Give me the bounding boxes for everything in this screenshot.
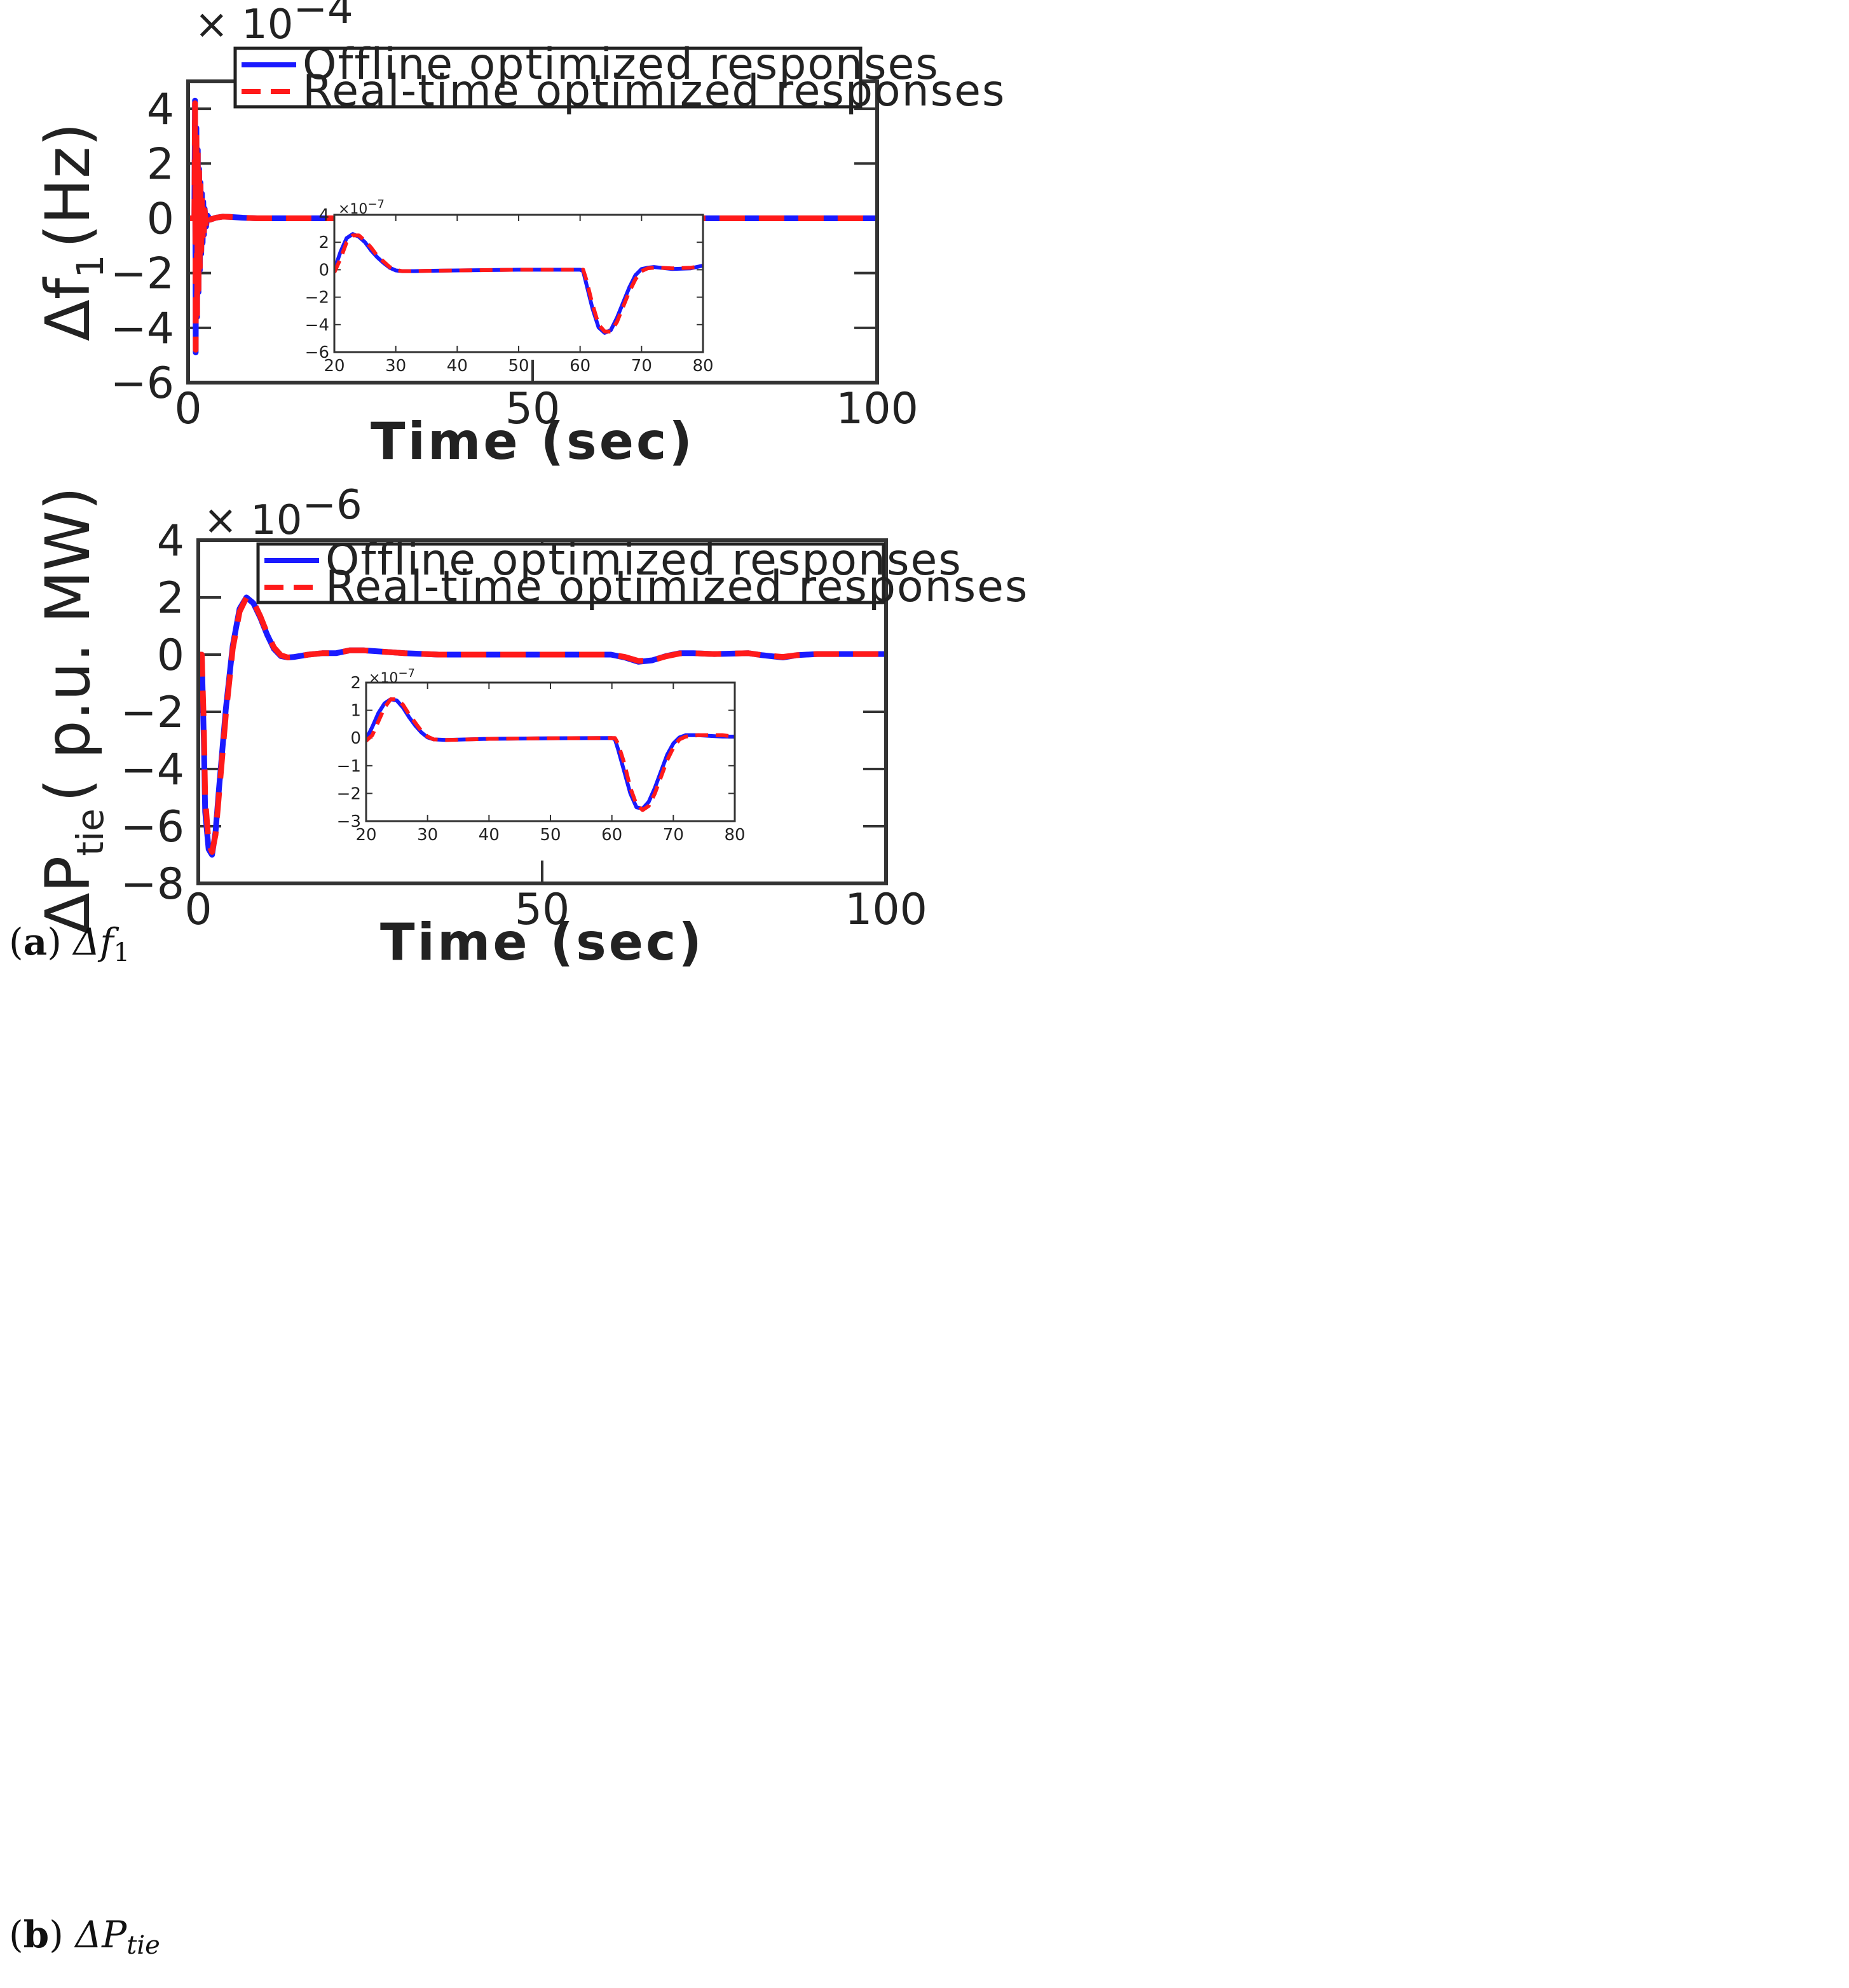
inset-frame — [365, 681, 736, 822]
x-tick-label: 100 — [836, 384, 918, 434]
inset-y-tick-label: −1 — [337, 757, 361, 776]
main-series-realtime-line — [188, 100, 877, 353]
y-axis-label: Δf1 (Hz) — [32, 123, 112, 341]
inset-x-tick-label: 80 — [692, 357, 713, 376]
y-tick-label: 4 — [147, 85, 174, 135]
inset-x-tick-label: 70 — [663, 826, 684, 845]
x-tick-label: 50 — [505, 384, 561, 434]
y-tick-label: 2 — [157, 573, 184, 623]
inset-series-realtime-line — [334, 233, 703, 334]
inset-x-tick-label: 60 — [570, 357, 590, 376]
inset-bg — [366, 683, 735, 821]
y-tick-label: −4 — [121, 745, 184, 795]
y-axis-label-unit: (Hz) — [32, 123, 104, 248]
inset-x-tick-label: 70 — [631, 357, 652, 376]
x-axis-label: Time (sec) — [380, 913, 704, 972]
inset-x-tick-label: 50 — [540, 826, 561, 845]
x-tick-label: 0 — [184, 885, 212, 935]
y-tick-label: 4 — [157, 516, 184, 566]
inset-x-tick-label: 50 — [508, 357, 529, 376]
y-axis-label-unit: ( p.u. MW) — [32, 487, 104, 803]
inset-series-group — [366, 697, 735, 812]
x-tick-label: 0 — [174, 384, 201, 434]
plot-frame — [196, 538, 888, 885]
y-tick-label: −8 — [121, 859, 184, 909]
x-tick-label: 100 — [845, 885, 927, 935]
inset-exponent-power: −7 — [367, 198, 385, 211]
inset-x-tick-label: 80 — [724, 826, 745, 845]
inset-x-tick-label: 30 — [417, 826, 438, 845]
y-tick-label: −6 — [121, 802, 184, 852]
inset-x-tick-label: 30 — [385, 357, 406, 376]
y-tick-label: −4 — [111, 304, 174, 354]
x-axis-label: Time (sec) — [371, 412, 695, 471]
legend-box — [233, 46, 863, 109]
caption-b-sub: tie — [126, 1931, 160, 1960]
inset-y-tick-label: −3 — [337, 812, 361, 831]
caption-a-letter: a — [23, 920, 48, 963]
series-group — [198, 594, 886, 858]
caption-b-letter: b — [23, 1913, 50, 1956]
inset-y-tick-label: 4 — [318, 206, 329, 225]
exponent-power: −4 — [293, 0, 353, 33]
legend-offline-label: Offline optimized responses — [325, 535, 962, 585]
inset-y-tick-label: 2 — [350, 674, 361, 693]
inset-bg — [334, 215, 703, 352]
inset-x-tick-label: 20 — [324, 357, 345, 376]
caption-a-sub: 1 — [113, 938, 130, 967]
inset-y-tick-label: −2 — [337, 784, 361, 803]
caption-b: (b) ΔPtie — [9, 1913, 160, 1960]
y-axis-label-main: ΔP — [32, 856, 104, 935]
y-axis-label-sub: 1 — [69, 255, 112, 278]
y-axis-label: ΔPtie ( p.u. MW) — [32, 487, 112, 935]
inset-exponent-power: −7 — [398, 667, 415, 680]
inset-y-tick-label: −4 — [305, 316, 329, 335]
y-tick-label: 0 — [147, 194, 174, 244]
inset-y-tick-label: 0 — [318, 261, 329, 280]
y-tick-label: −2 — [121, 688, 184, 738]
inset-x-tick-label: 60 — [601, 826, 622, 845]
y-tick-label: −2 — [111, 249, 174, 299]
legend-realtime-label: Real-time optimized responses — [303, 66, 1006, 116]
legend-offline-label: Offline optimized responses — [303, 39, 939, 90]
caption-a-symbol: Δf — [73, 920, 114, 963]
exponent-power: −6 — [302, 482, 362, 529]
inset-y-tick-label: 1 — [350, 702, 361, 721]
inset-y-tick-label: 0 — [350, 729, 361, 748]
x-tick-label: 50 — [515, 885, 570, 935]
inset-series-realtime-line — [366, 697, 735, 812]
inset-y-tick-label: −6 — [305, 343, 329, 362]
inset: −6 −4 −2 0 2 4 20 30 40 50 60 70 80 ×10−7 — [305, 198, 714, 376]
inset-frame — [333, 214, 704, 353]
legend-box — [256, 542, 885, 604]
y-tick-label: 2 — [147, 139, 174, 189]
series-group — [188, 97, 877, 356]
inset-x-tick-label: 40 — [479, 826, 500, 845]
inset-series-group — [334, 232, 703, 335]
y-axis-label-sub: tie — [69, 808, 112, 856]
y-tick-label: 0 — [157, 630, 184, 681]
y-axis-label-main: Δf — [32, 276, 104, 341]
inset-y-tick-label: 2 — [318, 233, 329, 252]
caption-b-symbol: ΔP — [75, 1913, 127, 1956]
legend-realtime-label: Real-time optimized responses — [325, 562, 1028, 612]
inset-x-tick-label: 20 — [355, 826, 376, 845]
inset-x-tick-label: 40 — [447, 357, 468, 376]
inset-y-tick-label: −2 — [305, 289, 329, 308]
main-series-realtime-line — [198, 594, 886, 855]
inset-exponent-label: ×10−7 — [338, 198, 385, 217]
y-tick-label: −6 — [111, 358, 174, 409]
caption-a: (a) Δf1 — [9, 920, 130, 967]
